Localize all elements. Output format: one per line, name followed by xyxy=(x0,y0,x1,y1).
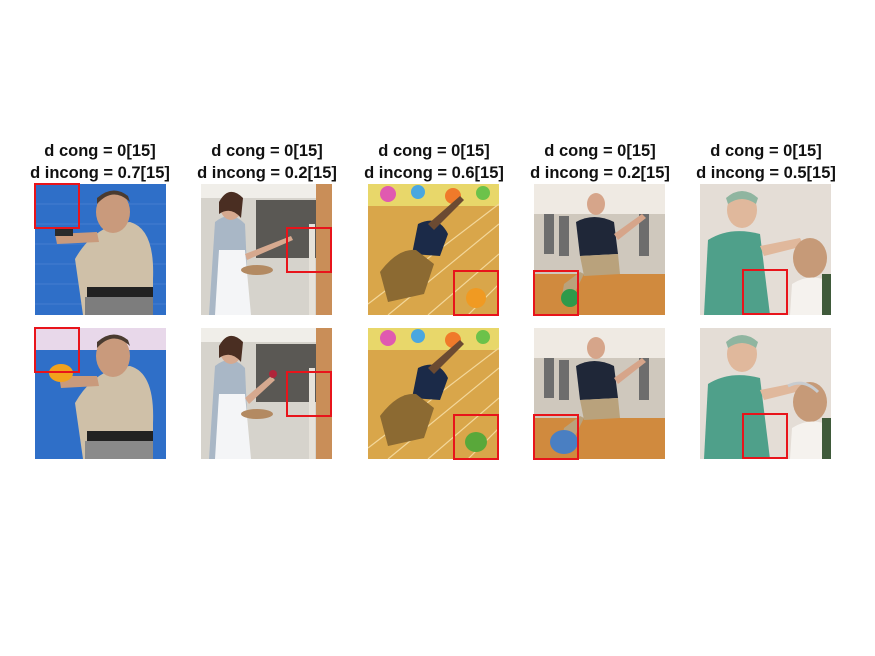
roi-box xyxy=(533,270,579,316)
panel-2-incong-label: d incong = 0.2[15] xyxy=(197,164,337,182)
roi-box xyxy=(453,270,499,316)
photo-doctor-original xyxy=(700,184,831,315)
photo-doctor-edited xyxy=(700,328,831,459)
roi-box xyxy=(453,414,499,460)
roi-box xyxy=(533,414,579,460)
photo-police-officer-original xyxy=(35,184,166,315)
panel-4-incong-label: d incong = 0.2[15] xyxy=(530,164,670,182)
roi-box xyxy=(286,227,332,273)
photo-bowler-man-original xyxy=(534,184,665,315)
photo-bowler-woman-original xyxy=(368,184,499,315)
photo-painter-original xyxy=(201,184,332,315)
panel-3-incong-label: d incong = 0.6[15] xyxy=(364,164,504,182)
panel-5-incong-label: d incong = 0.5[15] xyxy=(696,164,836,182)
panel-1-cong-label: d cong = 0[15] xyxy=(44,142,156,160)
photo-bowler-man-edited xyxy=(534,328,665,459)
roi-box xyxy=(34,327,80,373)
panel-5-cong-label: d cong = 0[15] xyxy=(710,142,822,160)
roi-box xyxy=(742,269,788,315)
panel-2-cong-label: d cong = 0[15] xyxy=(211,142,323,160)
panel-3-cong-label: d cong = 0[15] xyxy=(378,142,490,160)
roi-box xyxy=(286,371,332,417)
panel-1-incong-label: d incong = 0.7[15] xyxy=(30,164,170,182)
panel-4-cong-label: d cong = 0[15] xyxy=(544,142,656,160)
photo-painter-edited xyxy=(201,328,332,459)
roi-box xyxy=(34,183,80,229)
roi-box xyxy=(742,413,788,459)
photo-bowler-woman-edited xyxy=(368,328,499,459)
photo-police-officer-edited xyxy=(35,328,166,459)
